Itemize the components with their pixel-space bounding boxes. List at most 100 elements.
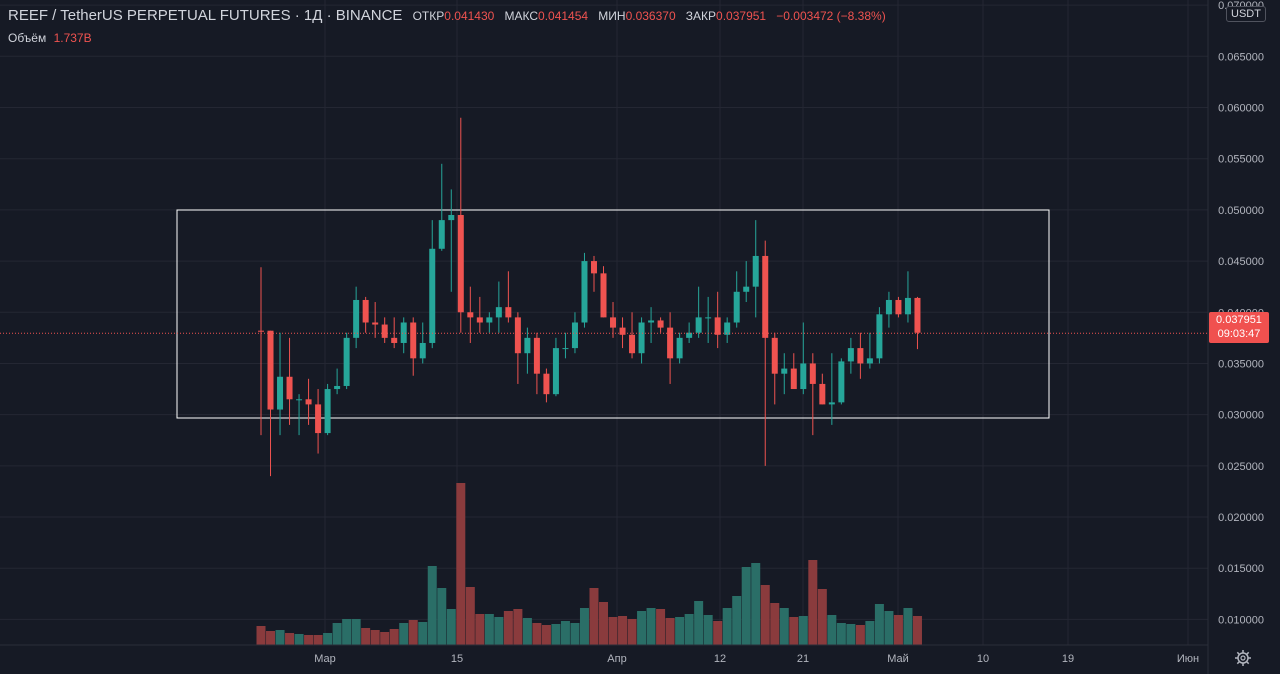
volume-bar <box>874 604 884 645</box>
time-tick-label: 12 <box>714 653 726 665</box>
candle-body <box>800 363 807 390</box>
volume-bar <box>637 611 647 645</box>
candle <box>277 332 284 436</box>
volume-bar <box>855 625 865 645</box>
volume-bar <box>361 628 371 645</box>
candle-body <box>676 337 683 359</box>
time-tick-label: 10 <box>977 653 989 665</box>
volume-bar <box>456 483 466 645</box>
candle-body <box>343 337 350 386</box>
candle-body <box>838 361 845 403</box>
candle-body <box>258 330 264 332</box>
candle <box>486 312 493 333</box>
candle-body <box>695 317 702 333</box>
candle <box>695 286 702 338</box>
time-tick-label: Май <box>887 653 909 665</box>
candle-body <box>619 327 626 335</box>
volume-label[interactable]: Объём <box>8 31 47 45</box>
candle <box>267 330 274 477</box>
candle <box>610 302 617 338</box>
candle <box>514 312 521 384</box>
volume-bar <box>475 614 485 645</box>
range-rectangle[interactable] <box>176 209 1050 419</box>
volume-bars <box>256 483 922 645</box>
candle-body <box>362 299 369 323</box>
candle-body <box>267 330 274 410</box>
symbol-title[interactable]: REEF / TetherUS PERPETUAL FUTURES · 1Д ·… <box>8 7 403 24</box>
candle-body <box>562 348 569 350</box>
volume-bar <box>389 629 399 645</box>
candle <box>809 353 816 436</box>
candle <box>819 373 826 405</box>
volume-bar <box>713 621 723 645</box>
candle-body <box>657 320 664 328</box>
candle <box>324 383 331 436</box>
last-price-value: 0.037951 <box>1216 314 1262 326</box>
volume-bar <box>770 603 780 645</box>
candle-body <box>914 297 921 333</box>
volume-bar <box>323 633 333 645</box>
volume-bar <box>370 630 380 645</box>
candle <box>334 368 341 395</box>
price-tick-label: 0.065000 <box>1218 51 1264 63</box>
close-label: ЗАКР <box>685 9 717 23</box>
volume-bar <box>703 615 713 645</box>
volume-value: 1.737B <box>53 31 92 45</box>
candle <box>847 337 854 374</box>
candle-body <box>610 317 617 328</box>
close-value: 0.037951 <box>716 9 767 23</box>
time-tick-label: Июн <box>1177 653 1199 665</box>
candle <box>315 389 322 454</box>
candle-body <box>847 348 854 362</box>
candle <box>733 271 740 328</box>
volume-bar <box>294 634 304 645</box>
candle-body <box>581 261 588 323</box>
candle <box>724 317 731 343</box>
volume-bar <box>618 616 628 645</box>
volume-bar <box>266 631 276 645</box>
candle-body <box>524 337 531 354</box>
time-tick-label: Апр <box>607 653 626 665</box>
candle <box>438 163 445 251</box>
price-tick-label: 0.010000 <box>1218 614 1264 626</box>
candle <box>904 271 911 323</box>
candle <box>629 312 636 359</box>
price-tick-label: 0.030000 <box>1218 410 1264 422</box>
currency-button[interactable]: USDT <box>1226 6 1266 22</box>
candle <box>781 353 788 395</box>
volume-bar <box>779 608 789 645</box>
low-label: МИН <box>598 9 626 23</box>
candle <box>686 322 693 343</box>
candle-body <box>543 373 550 395</box>
candle-body <box>771 337 778 374</box>
volume-bar <box>798 616 808 645</box>
candle <box>714 291 721 349</box>
volume-bar <box>827 615 837 645</box>
volume-bar <box>494 617 504 645</box>
volume-bar <box>865 621 875 645</box>
candle-body <box>600 273 607 318</box>
candle-body <box>429 248 436 343</box>
volume-bar <box>380 632 390 645</box>
candle <box>533 332 540 395</box>
volume-bar <box>589 588 599 645</box>
candle-body <box>790 368 797 390</box>
volume-bar <box>912 616 922 645</box>
time-tick-label: 21 <box>797 653 809 665</box>
volume-bar <box>741 567 751 645</box>
candle-body <box>904 297 911 315</box>
candle-body <box>438 220 445 249</box>
volume-bar <box>665 618 675 645</box>
candle <box>543 368 550 403</box>
gear-icon[interactable] <box>1234 649 1252 667</box>
volume-legend: Объём 1.737B <box>8 31 92 45</box>
candle <box>296 394 303 436</box>
price-tick-label: 0.050000 <box>1218 205 1264 217</box>
candle <box>552 337 559 397</box>
volume-bar <box>836 623 846 645</box>
candle <box>372 302 379 338</box>
candle <box>762 240 769 466</box>
candle <box>410 317 417 376</box>
candle-body <box>334 385 341 390</box>
